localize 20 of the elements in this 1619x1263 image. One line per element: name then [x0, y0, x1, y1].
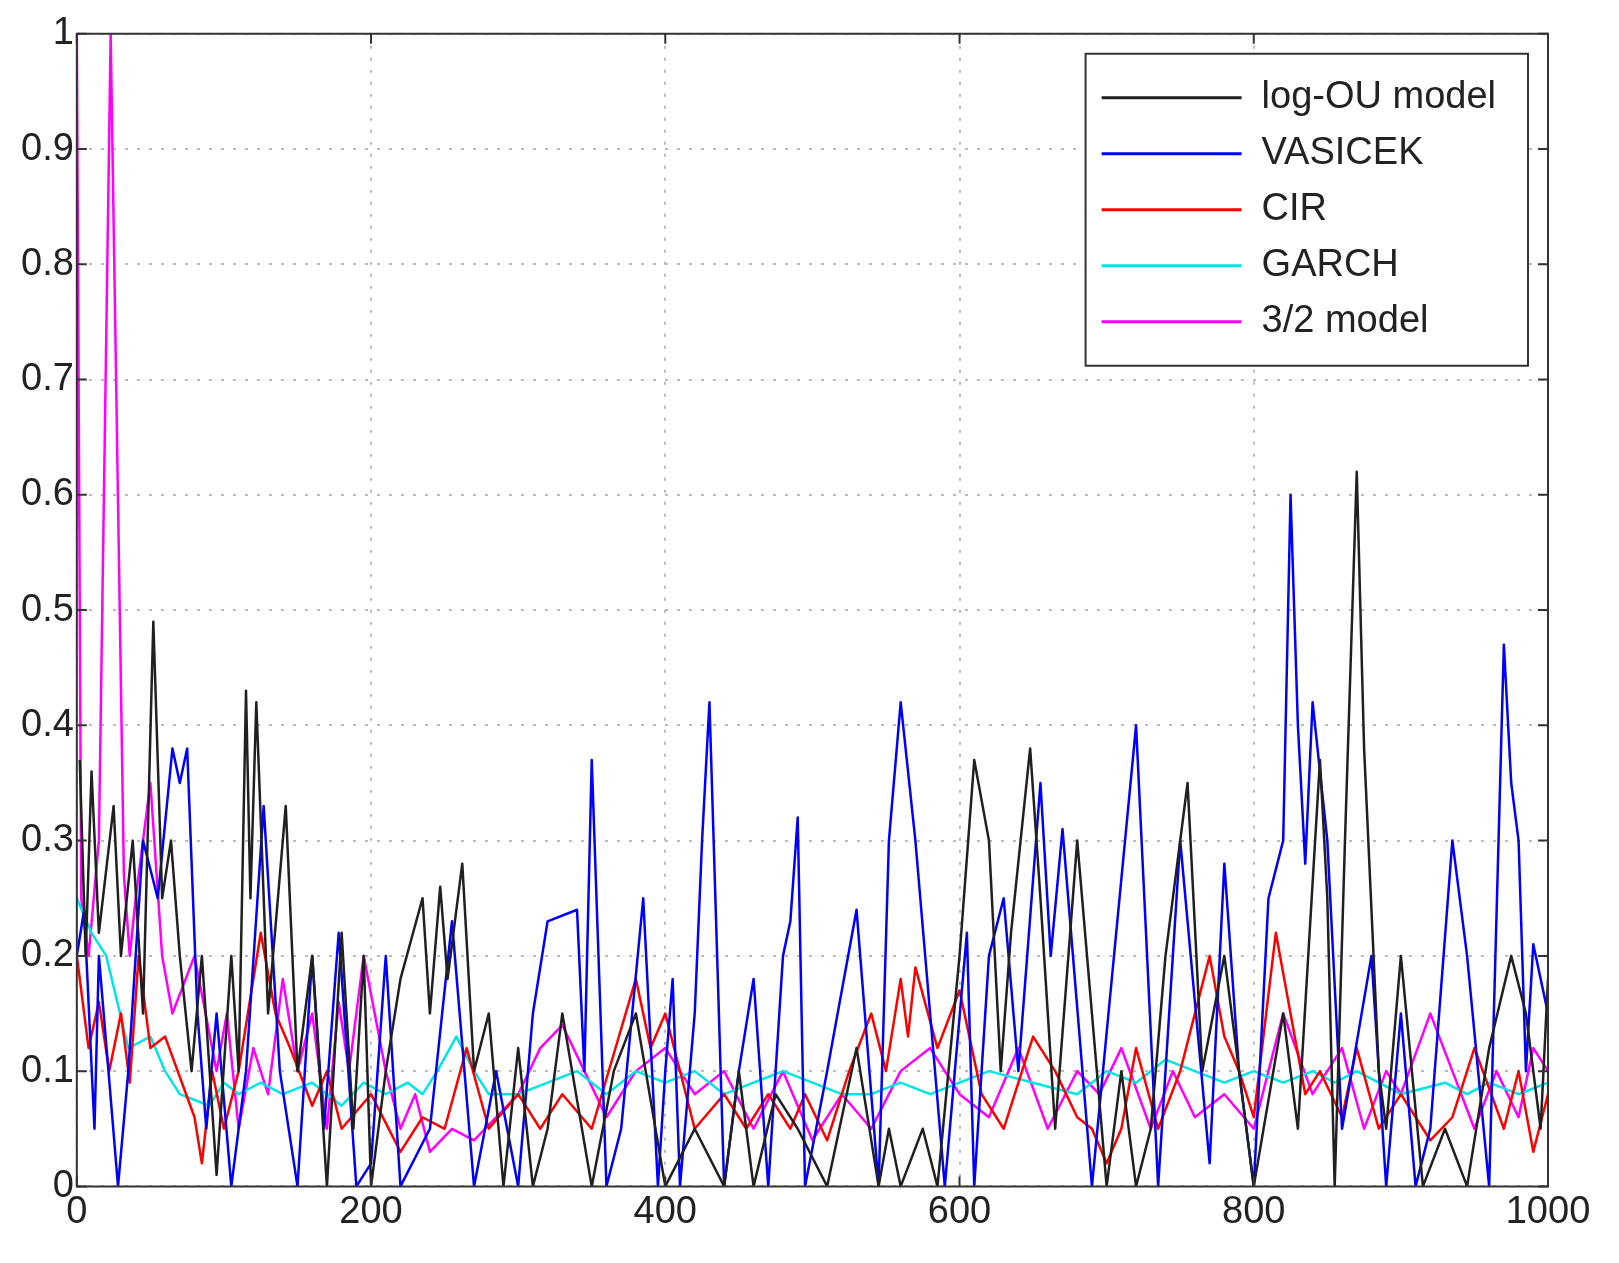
y-tick-label: 0.5 [21, 586, 74, 629]
legend-label: log-OU model [1261, 74, 1496, 117]
y-tick-label: 0.7 [21, 356, 74, 399]
x-tick-label: 600 [927, 1188, 992, 1231]
y-tick-label: 0.2 [21, 932, 74, 975]
y-tick-label: 0.8 [21, 240, 74, 283]
legend-label: CIR [1261, 186, 1328, 229]
legend-label: 3/2 model [1261, 298, 1429, 341]
y-tick-label: 0.9 [21, 125, 74, 168]
x-tick-label: 200 [339, 1188, 403, 1231]
y-tick-label: 1 [52, 10, 74, 53]
legend-label: GARCH [1261, 242, 1399, 285]
y-tick-label: 0.3 [21, 817, 74, 860]
y-tick-label: 0.1 [21, 1047, 74, 1090]
legend-label: VASICEK [1261, 130, 1424, 173]
y-tick-label: 0.4 [21, 701, 74, 744]
x-tick-label: 800 [1222, 1188, 1286, 1231]
x-tick-label: 400 [633, 1188, 697, 1231]
x-tick-label: 1000 [1505, 1188, 1591, 1231]
y-tick-label: 0.6 [21, 471, 74, 514]
